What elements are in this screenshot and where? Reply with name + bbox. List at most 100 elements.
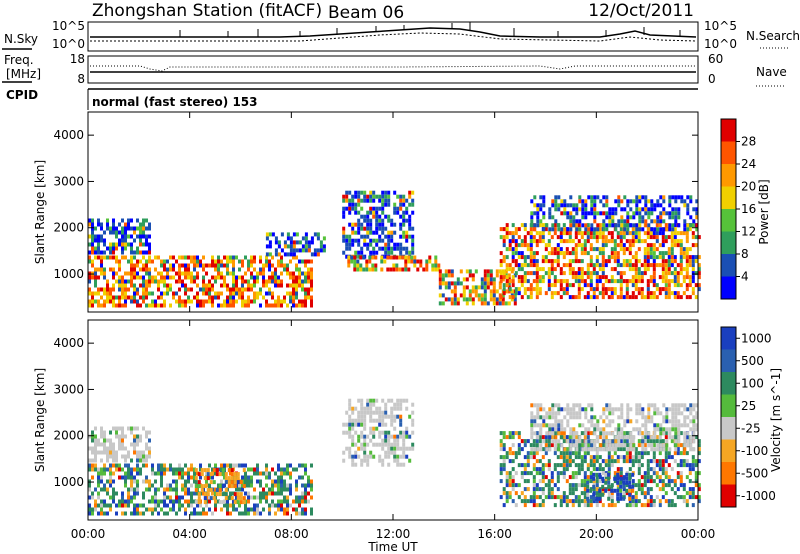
echo-cell — [677, 215, 681, 220]
echo-cell — [643, 495, 647, 500]
echo-cell — [441, 281, 445, 286]
echo-cell — [133, 291, 136, 296]
echo-cell — [154, 255, 157, 260]
echo-cell — [592, 271, 596, 276]
echo-cell — [256, 463, 259, 468]
echo-cell — [637, 479, 641, 484]
echo-cell — [640, 487, 644, 492]
echo-cell — [280, 299, 283, 304]
echo-cell — [584, 215, 588, 220]
echo-cell — [130, 242, 133, 247]
echo-cell — [517, 263, 521, 268]
echo-cell — [697, 495, 701, 500]
echo-cell — [106, 491, 109, 496]
echo-cell — [148, 222, 151, 227]
echo-cell — [568, 235, 572, 240]
echo-cell — [508, 279, 512, 284]
echo-cell — [226, 287, 229, 292]
echo-cell — [682, 483, 686, 488]
echo-cell — [610, 463, 614, 468]
echo-cell — [411, 234, 415, 239]
echo-cell — [565, 455, 569, 460]
echo-cell — [668, 435, 672, 440]
echo-cell — [157, 503, 160, 508]
echo-cell — [575, 211, 579, 216]
echo-cell — [658, 451, 662, 456]
echo-cell — [559, 247, 563, 252]
echo-cell — [295, 287, 298, 292]
echo-cell — [169, 463, 172, 468]
echo-cell — [378, 234, 382, 239]
echo-cell — [583, 503, 587, 508]
echo-cell — [664, 271, 668, 276]
echo-cell — [592, 476, 596, 481]
echo-cell — [103, 275, 106, 280]
echo-cell — [97, 483, 100, 488]
echo-cell — [408, 446, 412, 451]
echo-cell — [691, 491, 695, 496]
echo-cell — [142, 454, 145, 459]
echo-cell — [121, 446, 124, 451]
echo-cell — [598, 479, 602, 484]
echo-cell — [289, 275, 292, 280]
echo-cell — [631, 291, 635, 296]
echo-cell — [577, 271, 581, 276]
echo-cell — [659, 447, 663, 452]
echo-cell — [211, 275, 214, 280]
echo-cell — [357, 202, 361, 207]
echo-cell — [659, 215, 663, 220]
echo-cell — [620, 223, 624, 228]
echo-cell — [652, 503, 656, 508]
echo-cell — [674, 195, 678, 200]
echo-cell — [357, 434, 361, 439]
echo-cell — [529, 287, 533, 292]
echo-cell — [369, 402, 373, 407]
echo-cell — [499, 471, 503, 476]
echo-cell — [184, 479, 187, 484]
echo-cell — [145, 279, 148, 284]
echo-cell — [526, 295, 530, 300]
echo-cell — [286, 463, 289, 468]
echo-cell — [596, 227, 600, 232]
echo-cell — [688, 259, 692, 264]
echo-cell — [685, 459, 689, 464]
echo-cell — [658, 223, 662, 228]
echo-cell — [214, 499, 217, 504]
echo-cell — [97, 438, 100, 443]
echo-cell — [127, 242, 130, 247]
echo-cell — [692, 407, 696, 412]
echo-cell — [668, 215, 672, 220]
echo-cell — [378, 454, 382, 459]
echo-cell — [682, 267, 686, 272]
echo-cell — [250, 287, 253, 292]
echo-cell — [262, 495, 265, 500]
echo-cell — [590, 419, 594, 424]
echo-cell — [589, 471, 593, 476]
echo-cell — [196, 291, 199, 296]
echo-cell — [196, 295, 199, 300]
echo-cell — [390, 450, 394, 455]
echo-cell — [578, 443, 582, 448]
echo-cell — [121, 242, 124, 247]
echo-cell — [199, 263, 202, 268]
echo-cell — [348, 234, 352, 239]
echo-cell — [196, 503, 199, 508]
echo-cell — [372, 418, 376, 423]
echo-cell — [655, 483, 659, 488]
echo-cell — [554, 219, 558, 224]
echo-cell — [277, 499, 280, 504]
echo-cell — [517, 435, 521, 440]
echo-cell — [372, 398, 376, 403]
echo-cell — [425, 259, 429, 264]
echo-cell — [607, 472, 611, 477]
echo-cell — [468, 293, 472, 298]
echo-cell — [471, 277, 475, 282]
echo-cell — [399, 234, 403, 239]
echo-cell — [653, 403, 657, 408]
echo-cell — [286, 507, 289, 512]
echo-cell — [550, 263, 554, 268]
echo-cell — [227, 480, 231, 485]
echo-cell — [697, 459, 701, 464]
echo-cell — [542, 407, 546, 412]
echo-cell — [375, 398, 379, 403]
